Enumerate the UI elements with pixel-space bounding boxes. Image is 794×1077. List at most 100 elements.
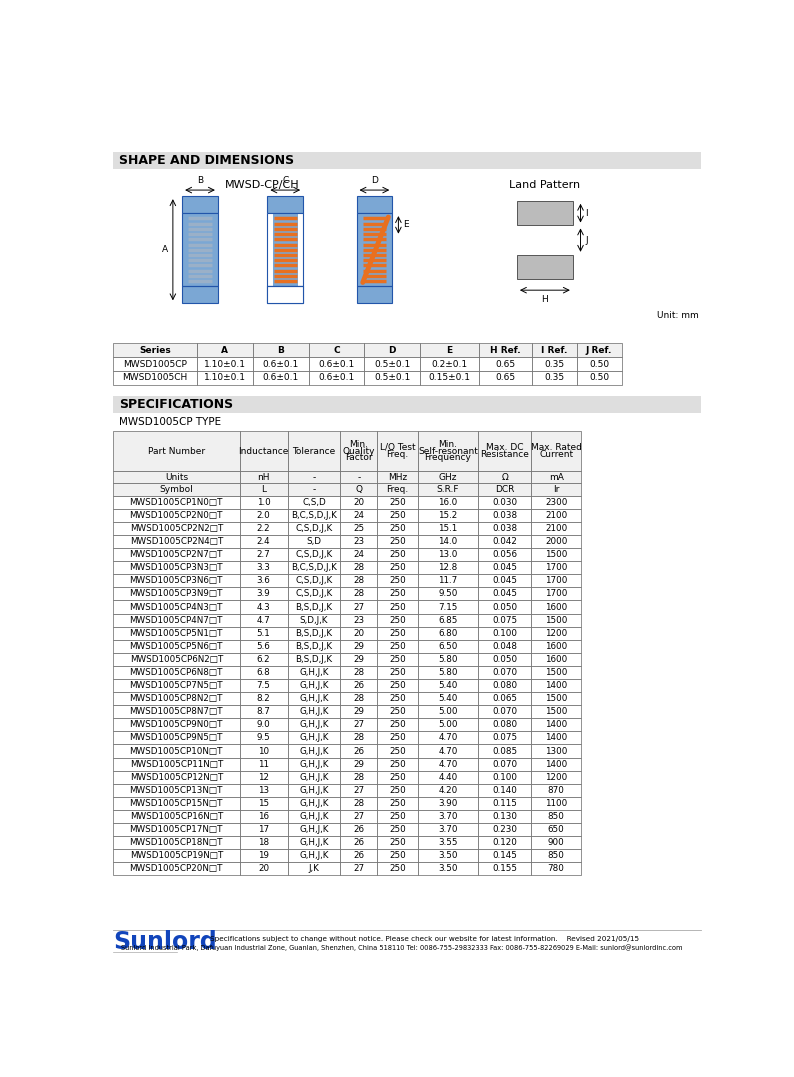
Text: 27: 27 <box>353 602 364 612</box>
Bar <box>114 797 240 810</box>
Bar <box>478 757 531 771</box>
Text: 20: 20 <box>353 629 364 638</box>
Text: 28: 28 <box>353 668 364 677</box>
Bar <box>341 810 377 823</box>
Text: 6.50: 6.50 <box>438 642 457 651</box>
Bar <box>478 731 531 744</box>
Bar <box>240 495 287 508</box>
Bar <box>240 471 287 484</box>
Bar <box>531 810 581 823</box>
Bar <box>531 495 581 508</box>
Bar <box>341 548 377 561</box>
Bar <box>341 508 377 522</box>
Text: 26: 26 <box>353 746 364 755</box>
Bar <box>252 370 309 384</box>
Bar <box>357 213 392 286</box>
Text: 3.50: 3.50 <box>438 851 458 861</box>
Bar <box>420 370 479 384</box>
Bar <box>531 679 581 693</box>
Bar <box>287 535 341 548</box>
Text: 26: 26 <box>353 851 364 861</box>
Text: 250: 250 <box>389 576 406 585</box>
Text: 29: 29 <box>353 759 364 769</box>
Text: 1.10±0.1: 1.10±0.1 <box>204 360 246 368</box>
Text: Unit: mm: Unit: mm <box>657 311 699 320</box>
Bar <box>377 495 418 508</box>
Text: 1100: 1100 <box>545 799 567 808</box>
Text: 12: 12 <box>258 772 269 782</box>
Text: B,S,D,J,K: B,S,D,J,K <box>295 655 333 663</box>
Text: 0.2±0.1: 0.2±0.1 <box>431 360 468 368</box>
Bar <box>531 849 581 863</box>
Bar <box>377 810 418 823</box>
Text: 2100: 2100 <box>545 524 567 533</box>
Bar <box>273 213 298 286</box>
Text: 250: 250 <box>389 589 406 599</box>
Bar <box>197 358 252 370</box>
Bar <box>114 810 240 823</box>
Bar <box>478 587 531 601</box>
Text: MWSD1005CP12N□T: MWSD1005CP12N□T <box>129 772 223 782</box>
Text: 29: 29 <box>353 655 364 663</box>
Text: I: I <box>585 209 588 218</box>
Bar <box>364 344 420 358</box>
Bar <box>240 784 287 797</box>
Bar <box>341 705 377 718</box>
Text: G,H,J,K: G,H,J,K <box>299 799 329 808</box>
Bar <box>309 358 364 370</box>
Text: 26: 26 <box>353 825 364 834</box>
Text: 250: 250 <box>389 668 406 677</box>
Text: 0.50: 0.50 <box>589 374 609 382</box>
Bar <box>531 863 581 876</box>
Bar <box>114 627 240 640</box>
Text: 4.3: 4.3 <box>256 602 271 612</box>
Bar <box>240 484 287 495</box>
Text: C,S,D,J,K: C,S,D,J,K <box>295 576 333 585</box>
Bar <box>531 693 581 705</box>
Text: 1500: 1500 <box>545 695 567 703</box>
Bar <box>418 574 478 587</box>
Text: MWSD1005CP18N□T: MWSD1005CP18N□T <box>129 838 223 848</box>
Text: 250: 250 <box>389 616 406 625</box>
Text: 7.5: 7.5 <box>256 681 271 690</box>
Text: 850: 850 <box>548 812 565 821</box>
Text: 1300: 1300 <box>545 746 567 755</box>
Text: 2.2: 2.2 <box>256 524 271 533</box>
Bar <box>418 653 478 666</box>
Text: 9.50: 9.50 <box>438 589 457 599</box>
Bar <box>377 431 418 471</box>
Text: H: H <box>542 295 548 304</box>
Bar <box>418 731 478 744</box>
Bar <box>531 757 581 771</box>
Text: 250: 250 <box>389 629 406 638</box>
Bar <box>114 574 240 587</box>
Bar <box>309 370 364 384</box>
Text: 3.6: 3.6 <box>256 576 271 585</box>
Bar <box>418 431 478 471</box>
Bar <box>418 495 478 508</box>
Bar <box>114 640 240 653</box>
Text: 17: 17 <box>258 825 269 834</box>
Text: 250: 250 <box>389 865 406 873</box>
Text: 1200: 1200 <box>545 772 567 782</box>
Text: Frequency: Frequency <box>425 453 472 462</box>
Bar <box>114 705 240 718</box>
Bar <box>418 784 478 797</box>
Bar <box>531 705 581 718</box>
Text: MWSD1005CP10N□T: MWSD1005CP10N□T <box>129 746 223 755</box>
Text: 1400: 1400 <box>545 733 567 742</box>
Bar <box>341 771 377 784</box>
Text: 1400: 1400 <box>545 681 567 690</box>
Text: G,H,J,K: G,H,J,K <box>299 733 329 742</box>
Text: 1400: 1400 <box>545 759 567 769</box>
Text: 14.0: 14.0 <box>438 537 457 546</box>
Bar <box>377 522 418 535</box>
Bar <box>114 508 240 522</box>
Bar <box>341 484 377 495</box>
Text: Max. DC: Max. DC <box>486 444 523 452</box>
Bar <box>287 574 341 587</box>
Text: 3.90: 3.90 <box>438 799 457 808</box>
Text: 0.038: 0.038 <box>492 524 517 533</box>
Text: 250: 250 <box>389 510 406 520</box>
Text: B,S,D,J,K: B,S,D,J,K <box>295 642 333 651</box>
